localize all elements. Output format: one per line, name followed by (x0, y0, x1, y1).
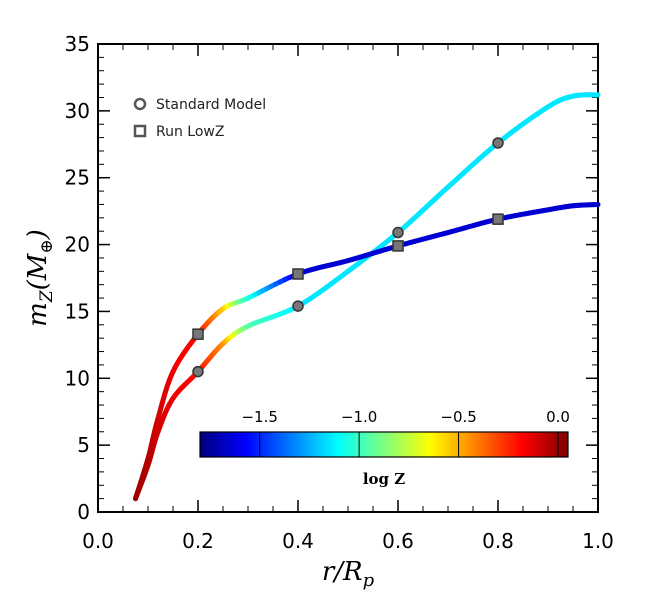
y-tick-label: 15 (65, 299, 90, 323)
colorbar-tick-label: −1.5 (241, 408, 277, 426)
y-axis-title-sub: Z (37, 289, 57, 303)
y-tick-label: 20 (65, 233, 90, 257)
x-axis-title-sub: p (363, 570, 375, 591)
curves (133, 92, 601, 502)
y-axis-title-unit-open: (M (23, 252, 53, 290)
y-axis-title: mZ(M⊕) (23, 229, 57, 327)
tick-labels: 0.0 0.2 0.4 0.6 0.8 1.0 0 5 10 15 20 25 30 35 (65, 32, 614, 553)
x-tick-label: 0.2 (182, 529, 214, 553)
colorbar-tick-label: −1.0 (341, 408, 377, 426)
markers (192, 137, 504, 378)
y-axis-title-unit-close: ) (23, 229, 53, 240)
colorbar-bar (199, 431, 569, 458)
standard-model-marker (292, 300, 304, 312)
standard-model-marker (192, 365, 204, 378)
legend-circle-icon (133, 97, 147, 111)
run-lowz-marker (192, 328, 204, 340)
y-tick-label: 25 (65, 166, 90, 190)
colorbar: −1.5 −1.0 −0.5 0.0 log Z (199, 408, 570, 488)
legend-label-run-lowz: Run LowZ (156, 124, 224, 140)
legend: Standard Model Run LowZ (133, 97, 266, 140)
colorbar-tick-label: −0.5 (440, 408, 476, 426)
y-tick-label: 5 (77, 433, 90, 457)
y-tick-label: 30 (65, 99, 90, 123)
colorbar-ticks: −1.5 −1.0 −0.5 0.0 (241, 408, 570, 457)
x-tick-label: 0.4 (282, 529, 314, 553)
run-lowz-marker (392, 240, 404, 252)
x-tick-label: 0.6 (382, 529, 414, 553)
standard-model-marker (392, 226, 404, 239)
y-tick-label: 0 (77, 500, 90, 524)
y-axis-title-main: m (23, 302, 53, 327)
legend-label-standard-model: Standard Model (156, 97, 266, 113)
standard-model-marker (492, 137, 504, 149)
x-tick-label: 0.0 (82, 529, 114, 553)
legend-square-icon (133, 124, 147, 138)
x-axis-title-main: r/R (322, 557, 363, 587)
colorbar-title: log Z (363, 470, 405, 488)
run-lowz-marker (492, 213, 504, 225)
y-tick-label: 35 (65, 32, 90, 56)
x-axis-title: r/Rp (322, 557, 375, 591)
y-tick-label: 10 (65, 366, 90, 390)
colorbar-tick-label: 0.0 (546, 408, 570, 426)
x-tick-label: 0.8 (482, 529, 514, 553)
y-axis-title-unit-sub: ⊕ (37, 239, 57, 253)
run-lowz-marker (292, 268, 304, 280)
x-tick-label: 1.0 (582, 529, 614, 553)
